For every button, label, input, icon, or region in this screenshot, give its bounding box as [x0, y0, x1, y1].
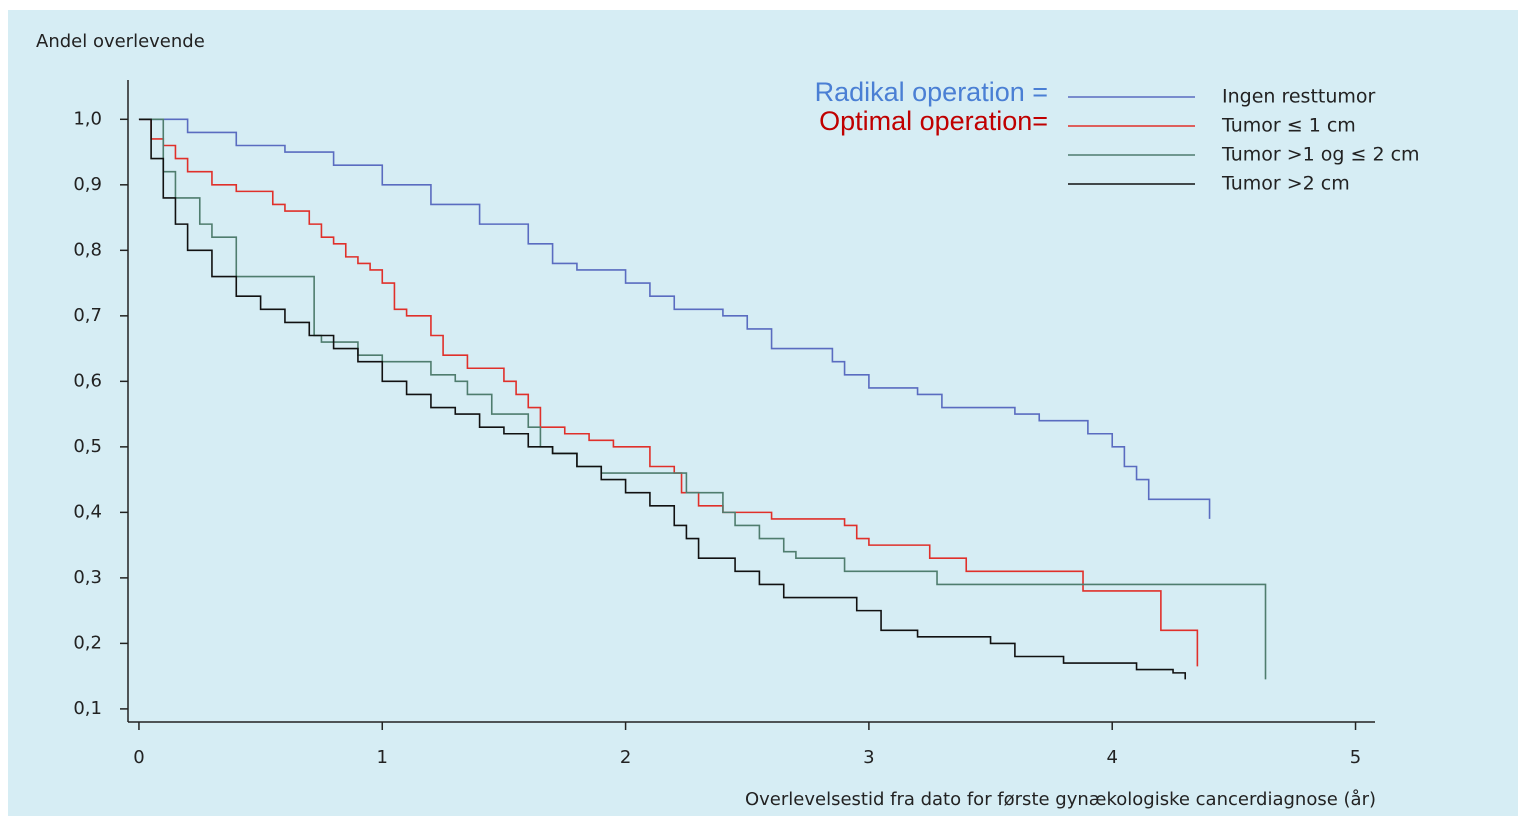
x-tick-label: 5	[1350, 747, 1361, 768]
survival-curve	[138, 118, 1267, 680]
survival-curve	[138, 118, 1199, 667]
survival-curve	[138, 118, 1187, 680]
x-tick-label: 4	[1106, 747, 1117, 768]
y-tick-label: 0,1	[73, 698, 102, 719]
y-tick-label: 0,9	[73, 174, 102, 195]
chart-title: Andel overlevende	[36, 31, 205, 52]
legend-label: Tumor >1 og ≤ 2 cm	[1221, 144, 1420, 166]
annotation: Radikal operation =	[815, 77, 1048, 107]
survival-curve	[138, 118, 1211, 519]
x-tick-label: 3	[863, 747, 874, 768]
y-tick-label: 0,6	[73, 370, 102, 391]
x-tick-label: 1	[377, 747, 388, 768]
y-tick-label: 0,4	[73, 501, 102, 522]
x-tick-label: 0	[133, 747, 144, 768]
legend-label: Tumor >2 cm	[1221, 173, 1350, 195]
x-tick-label: 2	[620, 747, 631, 768]
background	[8, 10, 1518, 816]
y-tick-label: 0,2	[73, 632, 102, 653]
y-tick-label: 0,3	[73, 567, 102, 588]
x-axis-label: Overlevelsestid fra dato for første gynæ…	[745, 789, 1376, 810]
legend-label: Tumor ≤ 1 cm	[1221, 115, 1356, 137]
y-tick-label: 0,5	[73, 436, 102, 457]
y-tick-label: 0,7	[73, 305, 102, 326]
y-tick-label: 0,8	[73, 239, 102, 260]
legend-label: Ingen resttumor	[1222, 86, 1376, 108]
y-tick-label: 1,0	[73, 108, 102, 129]
annotation: Optimal operation=	[819, 106, 1048, 136]
